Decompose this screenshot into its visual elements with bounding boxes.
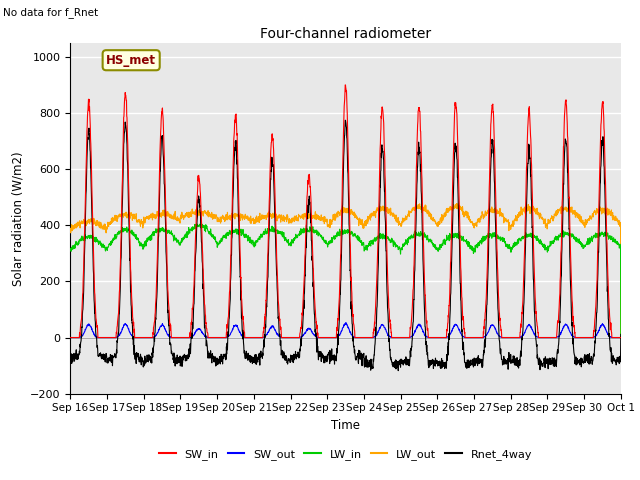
Legend: SW_in, SW_out, LW_in, LW_out, Rnet_4way: SW_in, SW_out, LW_in, LW_out, Rnet_4way [155, 444, 536, 465]
Text: HS_met: HS_met [106, 54, 156, 67]
Y-axis label: Solar radiation (W/m2): Solar radiation (W/m2) [12, 151, 24, 286]
Title: Four-channel radiometer: Four-channel radiometer [260, 27, 431, 41]
Text: No data for f_Rnet: No data for f_Rnet [3, 7, 99, 18]
X-axis label: Time: Time [331, 419, 360, 432]
